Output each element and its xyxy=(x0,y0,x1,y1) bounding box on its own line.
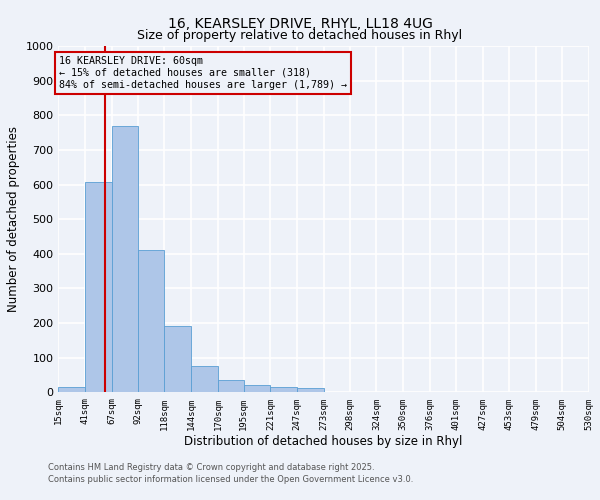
Bar xyxy=(164,326,191,392)
Bar xyxy=(297,388,324,392)
Bar xyxy=(218,380,244,392)
Bar xyxy=(137,250,164,392)
Bar xyxy=(85,182,112,392)
X-axis label: Distribution of detached houses by size in Rhyl: Distribution of detached houses by size … xyxy=(184,435,463,448)
Text: Contains HM Land Registry data © Crown copyright and database right 2025.: Contains HM Land Registry data © Crown c… xyxy=(48,464,374,472)
Text: Contains public sector information licensed under the Open Government Licence v3: Contains public sector information licen… xyxy=(48,475,413,484)
Bar xyxy=(191,366,218,392)
Y-axis label: Number of detached properties: Number of detached properties xyxy=(7,126,20,312)
Text: Size of property relative to detached houses in Rhyl: Size of property relative to detached ho… xyxy=(137,29,463,42)
Text: 16, KEARSLEY DRIVE, RHYL, LL18 4UG: 16, KEARSLEY DRIVE, RHYL, LL18 4UG xyxy=(167,18,433,32)
Bar xyxy=(271,387,297,392)
Bar xyxy=(112,126,137,392)
Text: 16 KEARSLEY DRIVE: 60sqm
← 15% of detached houses are smaller (318)
84% of semi-: 16 KEARSLEY DRIVE: 60sqm ← 15% of detach… xyxy=(59,56,347,90)
Bar xyxy=(244,386,271,392)
Bar xyxy=(58,387,85,392)
